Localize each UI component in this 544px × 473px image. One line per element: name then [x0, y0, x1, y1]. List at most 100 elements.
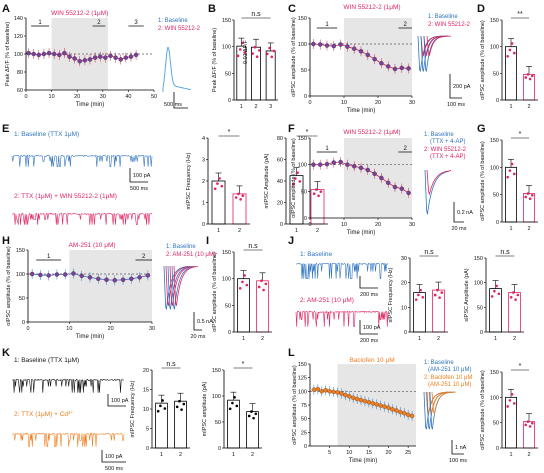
evoked-trace-drug [173, 265, 199, 306]
data-point [354, 396, 360, 402]
individual-point [526, 192, 530, 195]
data-point [347, 394, 352, 399]
data-point [129, 276, 134, 282]
individual-point [510, 392, 514, 396]
epoch-label: 2 [404, 146, 408, 152]
bar [489, 288, 502, 333]
x-tick-label: 2 [527, 104, 530, 110]
x-tick-label: 1 [242, 336, 245, 342]
y-tick-label: 20 [277, 201, 283, 207]
data-point [409, 413, 415, 419]
drug-application-shading [69, 250, 152, 322]
y-tick-label: 0 [404, 330, 407, 336]
y-tick-label: 150 [490, 18, 499, 24]
drug-label: WIN 55212-2 (1μM) [343, 129, 400, 136]
series-line [28, 52, 137, 62]
x-tick-label: 2 [254, 104, 257, 110]
data-point [26, 50, 31, 56]
x-tick-label: 30 [149, 326, 155, 332]
y-axis-label: oIPSC amplitude (% of baseline) [291, 138, 297, 218]
scale-bar [107, 394, 126, 407]
y-axis-label: oIPSC amplitude (% of baseline) [291, 17, 297, 97]
x-tick-label: 2 [238, 228, 241, 234]
scale-bar [451, 440, 464, 455]
x-tick-label: 30 [409, 222, 415, 228]
drug-label: Baclofen 10 μM [349, 357, 394, 364]
panel-letter: C [288, 3, 296, 15]
y-tick-label: 100 [298, 163, 307, 169]
scale-bar-amplitude-label: 0.01 ΔF/F [243, 39, 249, 63]
epoch-label: 2 [142, 254, 146, 260]
evoked-trace-baseline [163, 265, 189, 310]
data-point [113, 55, 118, 60]
legend-drug: 2: AM-251 (10 μM) [166, 252, 216, 258]
y-tick-label: 10 [143, 407, 149, 413]
individual-point [182, 402, 186, 406]
individual-point [531, 74, 534, 78]
legend-drug-condition: (TTX + 4-AP) [430, 154, 466, 160]
significance-label: ** [517, 11, 523, 18]
data-point [358, 397, 364, 403]
current-trace-baseline [12, 378, 125, 393]
scale-bar-amplitude-label: 0.5 nA [197, 319, 213, 325]
x-tick-label: 2 [527, 452, 530, 458]
scale-bar [453, 202, 464, 223]
x-tick-label: 2 [527, 226, 530, 232]
scale-bar-amplitude-label: 100 pA [111, 398, 129, 404]
data-point [311, 41, 316, 47]
scale-bar-time-label: 200 ms [360, 338, 378, 344]
panel-letter: B [208, 3, 216, 15]
legend-baseline: 1: Baseline [158, 18, 188, 24]
x-tick-label: 40 [125, 94, 131, 100]
individual-point [513, 51, 516, 55]
individual-point [233, 395, 236, 399]
bar [256, 280, 269, 333]
scale-bar-amplitude-label: 200 pA [453, 84, 471, 90]
scale-bar [359, 320, 378, 335]
bar [413, 292, 426, 333]
data-point [350, 395, 356, 401]
individual-point [247, 414, 251, 418]
evoked-trace-drug [426, 169, 451, 196]
data-point [327, 389, 332, 394]
y-tick-label: 80 [277, 136, 283, 142]
data-point [331, 389, 336, 395]
trace-label-drug: 2: AM-251 (10 μM) [300, 297, 354, 304]
evoked-trace-baseline [167, 265, 193, 310]
y-tick-label: 0 [146, 446, 149, 452]
data-point [365, 52, 371, 58]
data-point [324, 43, 330, 48]
trace-label-baseline: 1: Baseline (TTX 1μM) [14, 357, 79, 364]
trace-label-baseline: 1: Baseline (TTX 1μM) [14, 131, 79, 138]
individual-point [436, 288, 439, 292]
y-tick-label: 10 [401, 305, 407, 311]
y-tick-label: 100 [14, 52, 23, 58]
data-point [379, 60, 384, 66]
current-trace-baseline [295, 262, 389, 280]
individual-point [512, 291, 515, 294]
y-tick-label: 60 [17, 88, 23, 94]
y-axis-label: Peak ΔF/F (% of baseline) [5, 22, 11, 86]
y-tick-label: 80 [17, 70, 23, 76]
y-axis-label: oIPSC amplitude (% of baseline) [292, 365, 298, 445]
current-trace-drug [295, 310, 389, 328]
data-point [77, 58, 83, 64]
data-point [41, 51, 47, 57]
data-point [29, 271, 35, 277]
individual-point [237, 192, 240, 196]
bar [246, 411, 259, 449]
x-axis-label: Time (min) [76, 102, 104, 108]
current-trace-drug [11, 432, 125, 448]
x-tick-label: 0 [308, 100, 311, 106]
individual-point [266, 52, 269, 56]
y-tick-label: 1 [202, 201, 205, 207]
x-tick-label: 1 [160, 452, 163, 458]
epoch-label: 1 [47, 254, 51, 260]
data-point [386, 405, 391, 410]
x-axis-label: Time (min) [347, 230, 375, 236]
y-tick-label: 0 [304, 94, 307, 100]
individual-point [506, 54, 510, 58]
data-point [71, 271, 76, 276]
individual-point [414, 298, 418, 301]
